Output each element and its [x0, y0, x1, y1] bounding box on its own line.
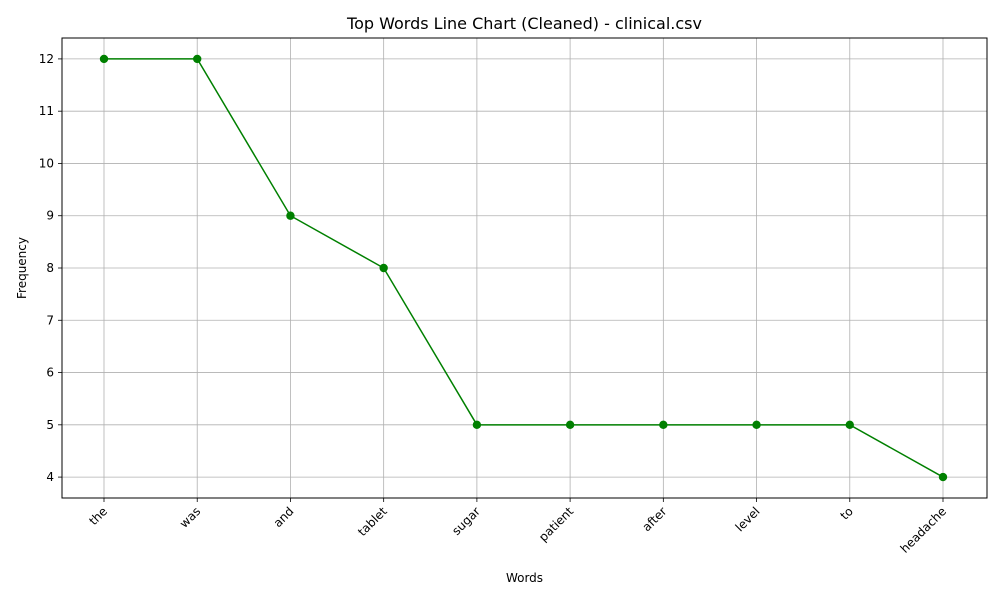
data-point-was [193, 54, 202, 64]
y-axis-label: Frequency [15, 237, 29, 299]
y-tick-label: 4 [46, 470, 54, 484]
series-frequency [99, 54, 948, 482]
grid-lines [62, 38, 987, 498]
data-point-level [752, 420, 761, 430]
y-tick-label: 12 [39, 52, 54, 66]
y-tick-label: 10 [39, 156, 54, 170]
data-point-the [99, 54, 109, 64]
y-tick-label: 11 [39, 104, 54, 118]
data-point-after [659, 420, 668, 430]
chart-title: Top Words Line Chart (Cleaned) - clinica… [346, 14, 702, 33]
data-point-and [286, 211, 295, 220]
data-point-tablet [379, 263, 388, 273]
y-tick-label: 8 [46, 261, 54, 275]
y-tick-label: 9 [46, 209, 54, 223]
y-tick-label: 7 [46, 313, 54, 327]
data-point-patient [565, 420, 575, 430]
data-point-to [845, 420, 854, 430]
series-line [104, 58, 944, 478]
y-tick-label: 6 [46, 366, 54, 380]
data-point-sugar [472, 420, 482, 430]
y-tick-label: 5 [46, 418, 54, 432]
x-axis-label: Words [506, 571, 543, 585]
data-point-headache [938, 472, 948, 482]
